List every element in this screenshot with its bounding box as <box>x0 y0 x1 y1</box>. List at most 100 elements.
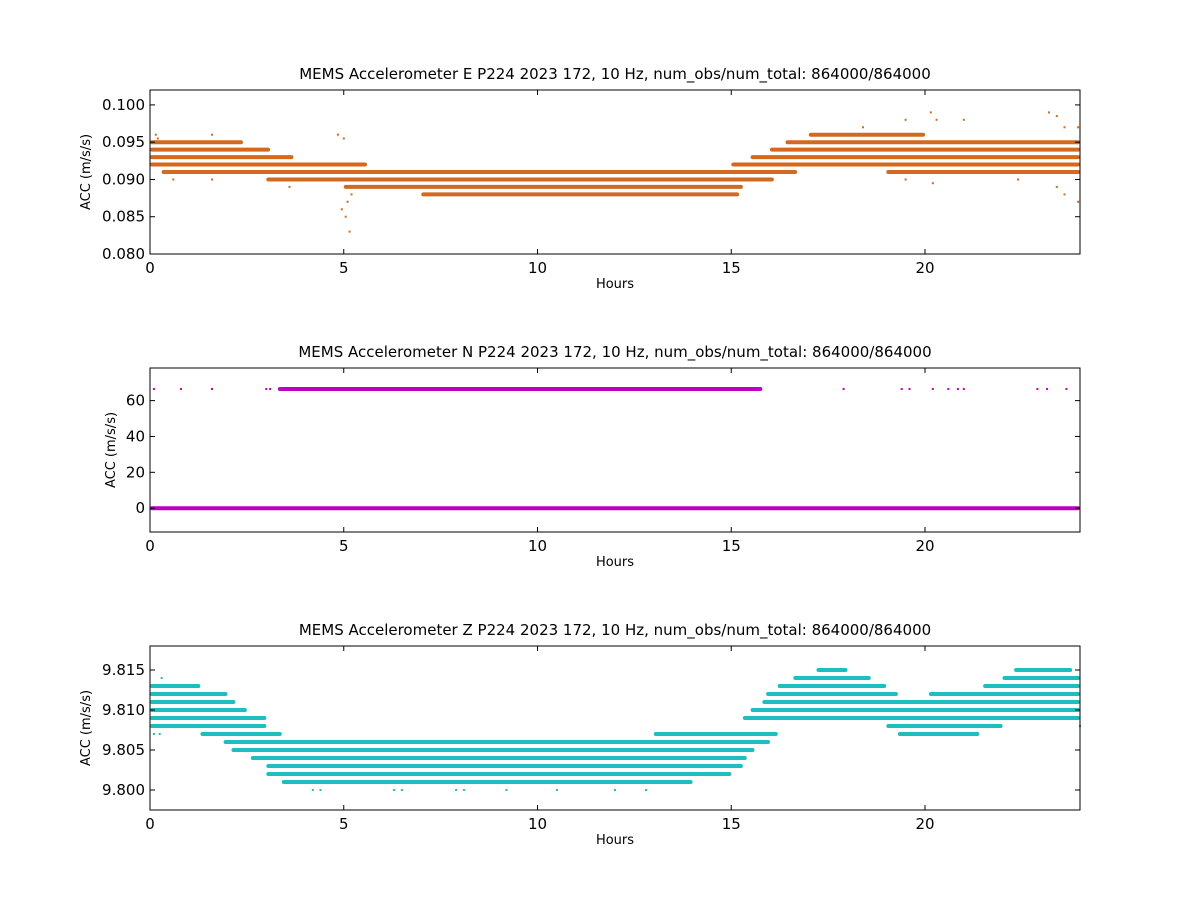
y-tick-label: 9.815 <box>102 661 145 679</box>
axes: 0 5 10 15 20 0.080 0.085 0.090 0.095 0.100 <box>102 90 1080 277</box>
data-point <box>211 388 213 390</box>
data-band <box>150 708 247 712</box>
y-tick-label: 40 <box>126 427 145 445</box>
data-band <box>343 184 743 189</box>
data-point <box>956 388 959 390</box>
y-axis-label: ACC (m/s/s) <box>79 134 94 210</box>
data-point <box>350 193 353 196</box>
data-band <box>750 708 1080 712</box>
x-tick-label: 15 <box>722 537 741 555</box>
data-band <box>150 692 228 696</box>
data-point <box>1017 178 1019 181</box>
data-band <box>750 155 1080 160</box>
data-point <box>1063 126 1066 129</box>
data-band <box>150 506 1080 511</box>
data-point <box>645 789 647 791</box>
data-band <box>793 676 871 680</box>
plot-frame <box>149 89 1081 255</box>
data-point <box>1065 388 1068 390</box>
y-tick-label: 0 <box>135 499 145 517</box>
x-tick-label: 20 <box>915 259 934 277</box>
data-band <box>150 162 367 167</box>
data-band <box>1014 668 1073 672</box>
y-tick-label: 0.095 <box>102 133 145 151</box>
data-band <box>266 772 732 776</box>
x-axis-label: Hours <box>596 277 634 292</box>
data-point <box>555 789 558 791</box>
data-point <box>158 733 161 735</box>
data-point <box>288 185 291 188</box>
data-band <box>777 684 887 688</box>
data-band <box>250 756 747 760</box>
data-point <box>269 388 272 390</box>
data-point <box>505 789 508 791</box>
data-band <box>223 740 771 744</box>
y-tick-label: 0.090 <box>102 170 145 188</box>
data-band <box>281 780 693 784</box>
y-axis-label: ACC (m/s/s) <box>104 412 119 488</box>
x-tick-label: 10 <box>528 815 547 833</box>
data-point <box>962 388 965 390</box>
x-tick-label: 20 <box>915 537 934 555</box>
data-point <box>152 388 155 390</box>
data-point <box>1055 115 1058 118</box>
data-band <box>1002 676 1080 680</box>
data-band <box>421 192 740 197</box>
data-point <box>180 388 182 390</box>
x-tick-label: 15 <box>722 259 741 277</box>
data-band <box>808 132 926 137</box>
data-point <box>614 789 616 791</box>
data-point <box>160 677 163 679</box>
data-point <box>1048 111 1050 114</box>
data-band <box>150 155 294 160</box>
data-band <box>653 732 778 736</box>
x-axis-label: Hours <box>596 833 634 848</box>
data-band <box>161 170 798 174</box>
data-series <box>150 111 1081 233</box>
data-point <box>462 789 465 791</box>
y-tick-label: 9.810 <box>102 701 145 719</box>
data-point <box>904 118 907 121</box>
data-point <box>311 789 314 791</box>
data-point <box>319 789 322 791</box>
x-tick-label: 0 <box>145 537 155 555</box>
data-point <box>156 137 159 140</box>
data-point <box>265 388 268 390</box>
y-tick-label: 9.805 <box>102 741 145 759</box>
plot-area <box>150 368 1080 532</box>
data-point <box>1036 388 1039 390</box>
x-tick-label: 20 <box>915 815 934 833</box>
data-band <box>886 724 1003 728</box>
data-series <box>150 387 1080 511</box>
data-point <box>1063 193 1066 196</box>
data-point <box>842 388 845 390</box>
data-point <box>1055 185 1058 188</box>
data-point <box>935 118 938 121</box>
chart-panel-z: MEMS Accelerometer Z P224 2023 172, 10 H… <box>79 621 1081 848</box>
y-tick-label: 0.100 <box>102 96 145 114</box>
data-point <box>344 215 347 218</box>
x-tick-label: 5 <box>339 259 349 277</box>
axes: 0 5 10 15 20 9.800 9.805 9.810 9.815 <box>102 646 1080 833</box>
data-point <box>962 118 965 121</box>
data-band <box>816 668 848 672</box>
data-point <box>340 208 343 211</box>
data-band <box>770 147 1080 152</box>
data-point <box>862 126 864 129</box>
data-point <box>931 182 934 185</box>
data-band <box>200 732 282 736</box>
data-band <box>742 716 1080 720</box>
data-point <box>1077 126 1080 129</box>
y-tick-label: 60 <box>126 392 145 410</box>
data-point <box>929 111 932 114</box>
data-point <box>172 178 175 181</box>
data-band <box>766 692 898 696</box>
data-point <box>211 178 213 181</box>
data-band <box>762 700 1081 704</box>
data-point <box>211 133 213 136</box>
chart-title: MEMS Accelerometer N P224 2023 172, 10 H… <box>298 343 931 362</box>
data-point <box>342 137 345 140</box>
data-band <box>785 140 1080 145</box>
data-band <box>150 700 236 704</box>
